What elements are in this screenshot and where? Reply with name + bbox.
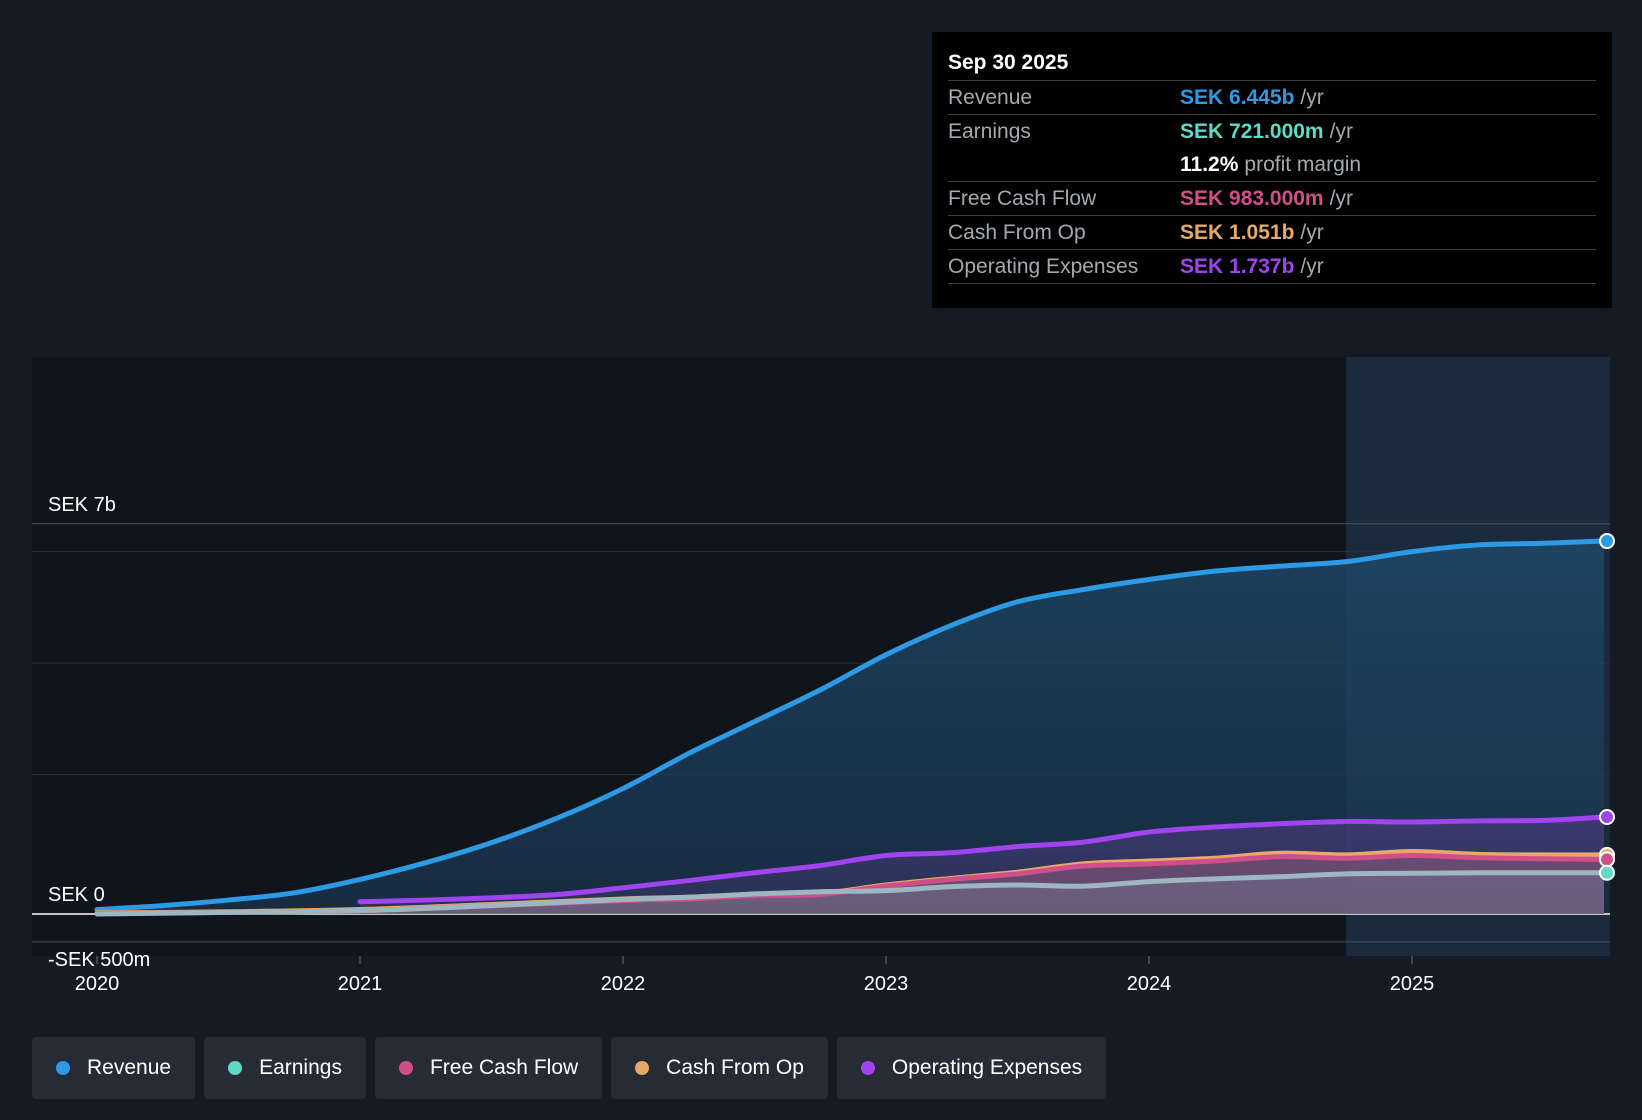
y-axis-label: -SEK 500m <box>48 949 150 971</box>
tooltip-row-cash-from-op: Cash From Op SEK 1.051b /yr <box>948 216 1596 250</box>
legend-label: Operating Expenses <box>891 1056 1083 1079</box>
end-marker-operating-expenses <box>1598 808 1615 825</box>
tooltip-date: Sep 30 2025 <box>948 46 1596 81</box>
legend-item-free-cash-flow[interactable]: Free Cash Flow <box>374 1037 603 1099</box>
area-operating-expenses <box>360 816 1604 914</box>
tooltip-row-earnings: Earnings SEK 721.000m /yr <box>948 115 1596 148</box>
chart-legend: Revenue Earnings Free Cash Flow Cash Fro… <box>32 1037 1107 1099</box>
tooltip-row-operating-expenses: Operating Expenses SEK 1.737b /yr <box>948 250 1596 284</box>
legend-dot-icon <box>398 1061 413 1075</box>
tooltip-unit: /yr <box>1329 120 1353 143</box>
area-revenue <box>97 541 1604 914</box>
series-line-revenue <box>94 538 1607 913</box>
tooltip-label: Cash From Op <box>948 221 1086 244</box>
tooltip-unit: /yr <box>1329 187 1353 210</box>
tooltip-row-free-cash-flow: Free Cash Flow SEK 983.000m /yr <box>948 182 1596 216</box>
area-cash-from-op <box>97 851 1604 914</box>
legend-label: Cash From Op <box>666 1056 804 1079</box>
legend-dot-icon <box>860 1061 875 1075</box>
legend-dot-icon <box>228 1061 243 1075</box>
legend-dot-icon <box>56 1061 70 1075</box>
legend-item-cash-from-op[interactable]: Cash From Op <box>611 1037 828 1099</box>
y-axis-label: SEK 7b <box>48 494 116 516</box>
area-free-cash-flow <box>97 855 1604 914</box>
y-axis-label: SEK 0 <box>48 884 105 906</box>
legend-label: Free Cash Flow <box>429 1056 579 1079</box>
tooltip-value: SEK 1.051b <box>1180 221 1295 244</box>
tooltip-label: Operating Expenses <box>948 255 1139 278</box>
x-axis-label: 2024 <box>1127 973 1172 995</box>
end-marker-revenue <box>1598 533 1615 550</box>
legend-label: Revenue <box>87 1056 172 1079</box>
x-axis-label: 2023 <box>864 973 909 995</box>
x-axis-label: 2020 <box>75 973 120 995</box>
x-axis-label: 2021 <box>338 973 383 995</box>
profit-margin-label: profit margin <box>1244 153 1362 176</box>
tooltip-value: SEK 983.000m <box>1180 187 1324 210</box>
series-line-earnings <box>94 870 1607 917</box>
legend-item-earnings[interactable]: Earnings <box>204 1037 366 1099</box>
tooltip-row-profit-margin: 11.2% profit margin <box>948 148 1596 182</box>
tooltip-unit: /yr <box>1300 221 1324 244</box>
x-axis-label: 2025 <box>1390 973 1435 995</box>
legend-item-revenue[interactable]: Revenue <box>32 1037 196 1099</box>
tooltip-value: SEK 1.737b <box>1180 255 1295 278</box>
legend-dot-icon <box>635 1061 650 1075</box>
end-marker-earnings <box>1598 864 1615 881</box>
tooltip-value: SEK 6.445b <box>1180 86 1295 109</box>
legend-label: Earnings <box>259 1056 342 1079</box>
tooltip-label: Revenue <box>948 86 1033 109</box>
tooltip-unit: /yr <box>1300 86 1324 109</box>
tooltip-panel: Sep 30 2025 Revenue SEK 6.445b /yr Earni… <box>932 32 1612 308</box>
tooltip-row-revenue: Revenue SEK 6.445b /yr <box>948 81 1596 115</box>
tooltip-label: Earnings <box>948 120 1031 143</box>
profit-margin-value: 11.2% <box>1180 153 1239 176</box>
tooltip-label: Free Cash Flow <box>948 187 1097 210</box>
end-marker-free-cash-flow <box>1598 851 1615 868</box>
tooltip-unit: /yr <box>1300 255 1324 278</box>
series-line-operating-expenses <box>357 814 1607 905</box>
tooltip-value: SEK 721.000m <box>1180 120 1324 143</box>
legend-item-operating-expenses[interactable]: Operating Expenses <box>836 1037 1107 1099</box>
x-axis-label: 2022 <box>601 973 646 995</box>
